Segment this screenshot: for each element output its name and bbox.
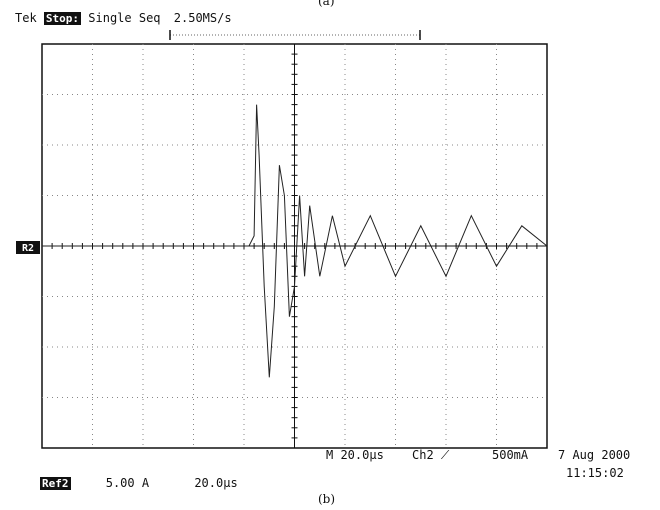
time-readout: 11:15:02 — [566, 466, 624, 480]
date-readout: 7 Aug 2000 — [558, 448, 631, 462]
trigger-source: Ch2 ⟋ — [412, 448, 449, 463]
trigger-level: 500mA — [492, 448, 529, 462]
status-bar: Tek Stop: Single Seq 2.50MS/s — [15, 11, 232, 25]
channel-marker-label: R2 — [22, 243, 34, 254]
reference-scale: 5.00 A — [105, 476, 150, 490]
acquisition-mode: Single Seq — [88, 11, 161, 25]
reference-readout: Ref2 5.00 A 20.0µs — [40, 476, 238, 490]
timebase-readout: M 20.0µs — [326, 448, 384, 462]
caption-bottom: (b) — [318, 492, 336, 506]
waveform-trace — [42, 104, 548, 378]
rising-edge-icon: ⟋ — [440, 448, 450, 462]
trigger-channel: Ch2 — [412, 448, 434, 462]
sample-rate: 2.50MS/s — [173, 11, 232, 25]
brand-label: Tek — [15, 11, 37, 25]
caption-top: (a) — [318, 0, 335, 8]
reference-badge: Ref2 — [40, 477, 71, 490]
run-state-badge: Stop: — [43, 12, 82, 25]
channel-marker: R2 — [16, 241, 40, 254]
reference-time: 20.0µs — [194, 476, 238, 490]
